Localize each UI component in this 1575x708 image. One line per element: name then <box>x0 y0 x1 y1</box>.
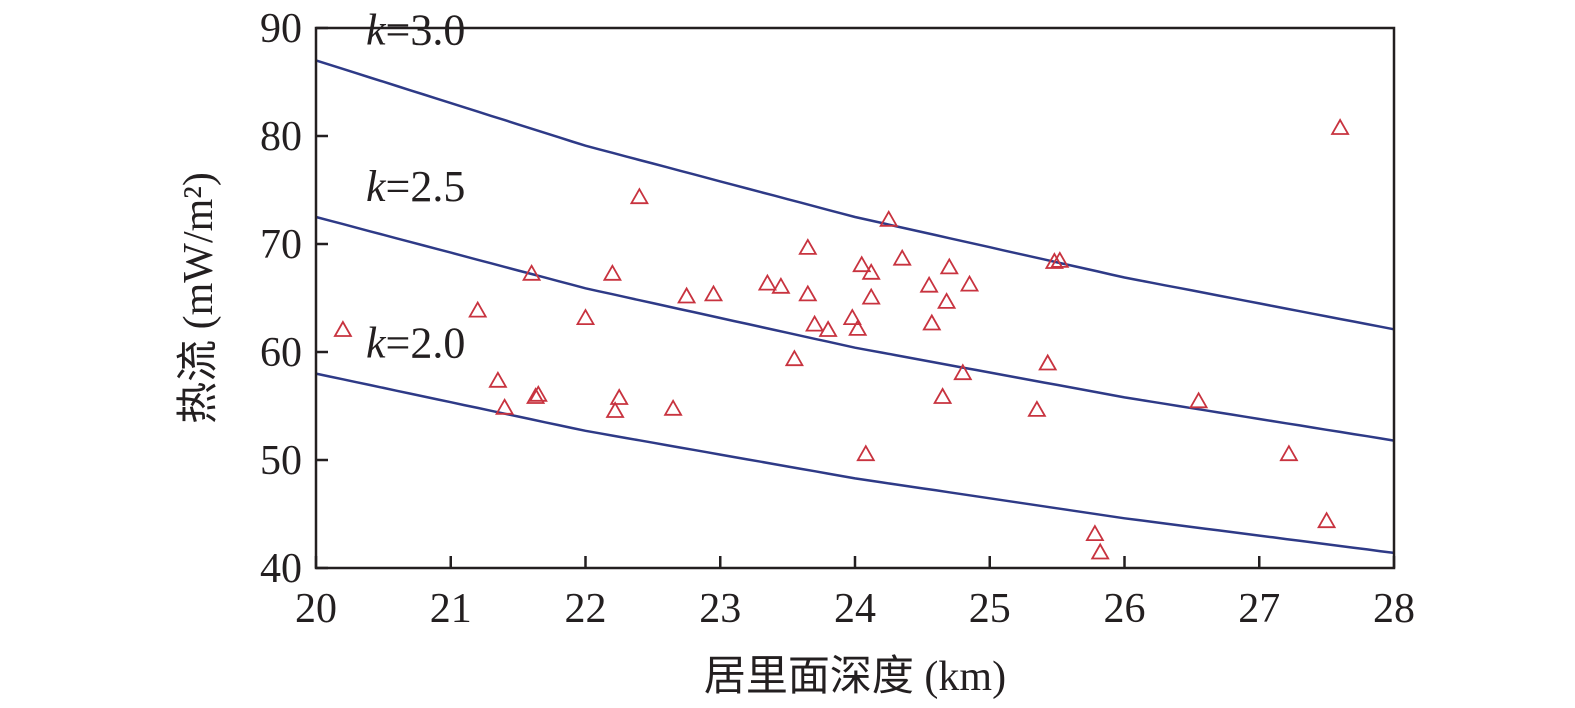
data-point-triangle <box>892 248 912 266</box>
data-point-triangle <box>1044 252 1064 269</box>
data-point-triangle <box>861 287 881 305</box>
data-point-triangle <box>933 387 953 404</box>
data-point-triangle <box>953 363 973 381</box>
data-point-triangle <box>526 387 546 404</box>
data-point-triangle <box>663 398 683 416</box>
data-point-triangle <box>959 274 980 292</box>
k-value: =2.5 <box>386 162 466 211</box>
k-curve-label-2.0: k=2.0 <box>366 319 465 368</box>
data-point-triangle <box>333 320 353 337</box>
k-curve-2.5 <box>315 215 1395 442</box>
data-point-triangle <box>922 313 942 331</box>
y-tick-label: 90 <box>260 6 302 52</box>
x-tick-label: 28 <box>1373 586 1415 632</box>
data-point-triangle <box>528 384 548 402</box>
data-point-triangle <box>602 263 622 281</box>
data-point-triangle <box>1330 118 1350 135</box>
axis-ticks: 20 21 22 23 24 25 26 27 28 40 50 60 70 80 90 <box>260 6 1415 632</box>
data-point-triangle <box>495 397 515 415</box>
plot-area <box>315 59 1395 560</box>
data-point-triangle <box>1317 511 1337 529</box>
data-point-triangle <box>771 276 791 294</box>
data-point-triangle <box>677 286 697 304</box>
data-point-triangle <box>848 319 868 336</box>
x-tick-label: 26 <box>1104 586 1146 632</box>
k-value: =2.0 <box>386 319 466 368</box>
data-point-triangle <box>805 314 825 332</box>
data-point-triangle <box>1027 400 1047 417</box>
data-point-triangle <box>861 262 881 280</box>
data-point-triangle <box>605 401 625 418</box>
data-point-triangle <box>703 284 724 302</box>
k-symbol: k <box>366 162 387 211</box>
k-symbol: k <box>366 5 387 54</box>
x-tick-label: 23 <box>699 586 741 632</box>
data-point-triangle <box>879 209 899 227</box>
data-point-triangle <box>856 444 876 462</box>
x-tick-label: 22 <box>565 586 607 632</box>
data-point-triangle <box>468 300 488 318</box>
data-point-triangle <box>629 187 649 205</box>
x-tick-label: 21 <box>430 586 472 632</box>
data-point-triangle <box>1085 524 1105 541</box>
data-point-triangle <box>575 308 596 326</box>
data-point-triangle <box>1279 444 1299 462</box>
k-curve-label-2.5: k=2.5 <box>366 162 465 211</box>
data-point-triangle <box>798 284 818 302</box>
data-point-triangle <box>919 275 939 293</box>
y-tick-label: 60 <box>260 330 302 376</box>
data-point-triangle <box>1038 353 1058 371</box>
y-tick-label: 50 <box>260 438 302 484</box>
k-curve-2.0 <box>315 372 1395 555</box>
y-tick-label: 70 <box>260 222 302 268</box>
x-tick-label: 27 <box>1238 586 1280 632</box>
data-point-triangle <box>522 263 542 281</box>
data-point-triangle <box>488 370 508 388</box>
x-tick-label: 24 <box>834 586 876 632</box>
k-symbol: k <box>366 319 387 368</box>
x-tick-label: 25 <box>969 586 1011 632</box>
data-point-triangle <box>609 388 629 405</box>
data-point-triangle <box>757 273 777 291</box>
y-tick-label: 40 <box>260 546 302 592</box>
k-value: =3.0 <box>386 5 466 54</box>
data-point-triangle <box>852 255 872 273</box>
curve-labels: k=3.0k=2.5k=2.0 <box>366 5 465 367</box>
x-axis-title: 居里面深度 (km) <box>704 654 1006 700</box>
k-curve-3.0 <box>315 59 1395 331</box>
data-point-triangle <box>818 320 838 337</box>
y-tick-label: 80 <box>260 114 302 160</box>
data-point-triangle <box>1189 391 1209 409</box>
data-point-triangle <box>842 308 862 326</box>
data-point-triangle <box>937 292 957 309</box>
data-point-triangle <box>1090 542 1110 560</box>
x-tick-label: 20 <box>295 586 337 632</box>
y-axis-title: 热流 (mW/m²) <box>176 172 222 424</box>
k-curve-label-3.0: k=3.0 <box>366 5 465 54</box>
data-point-triangle <box>939 257 959 275</box>
data-point-triangle <box>1050 251 1070 268</box>
data-point-triangle <box>798 238 818 255</box>
data-point-triangle <box>784 349 804 367</box>
